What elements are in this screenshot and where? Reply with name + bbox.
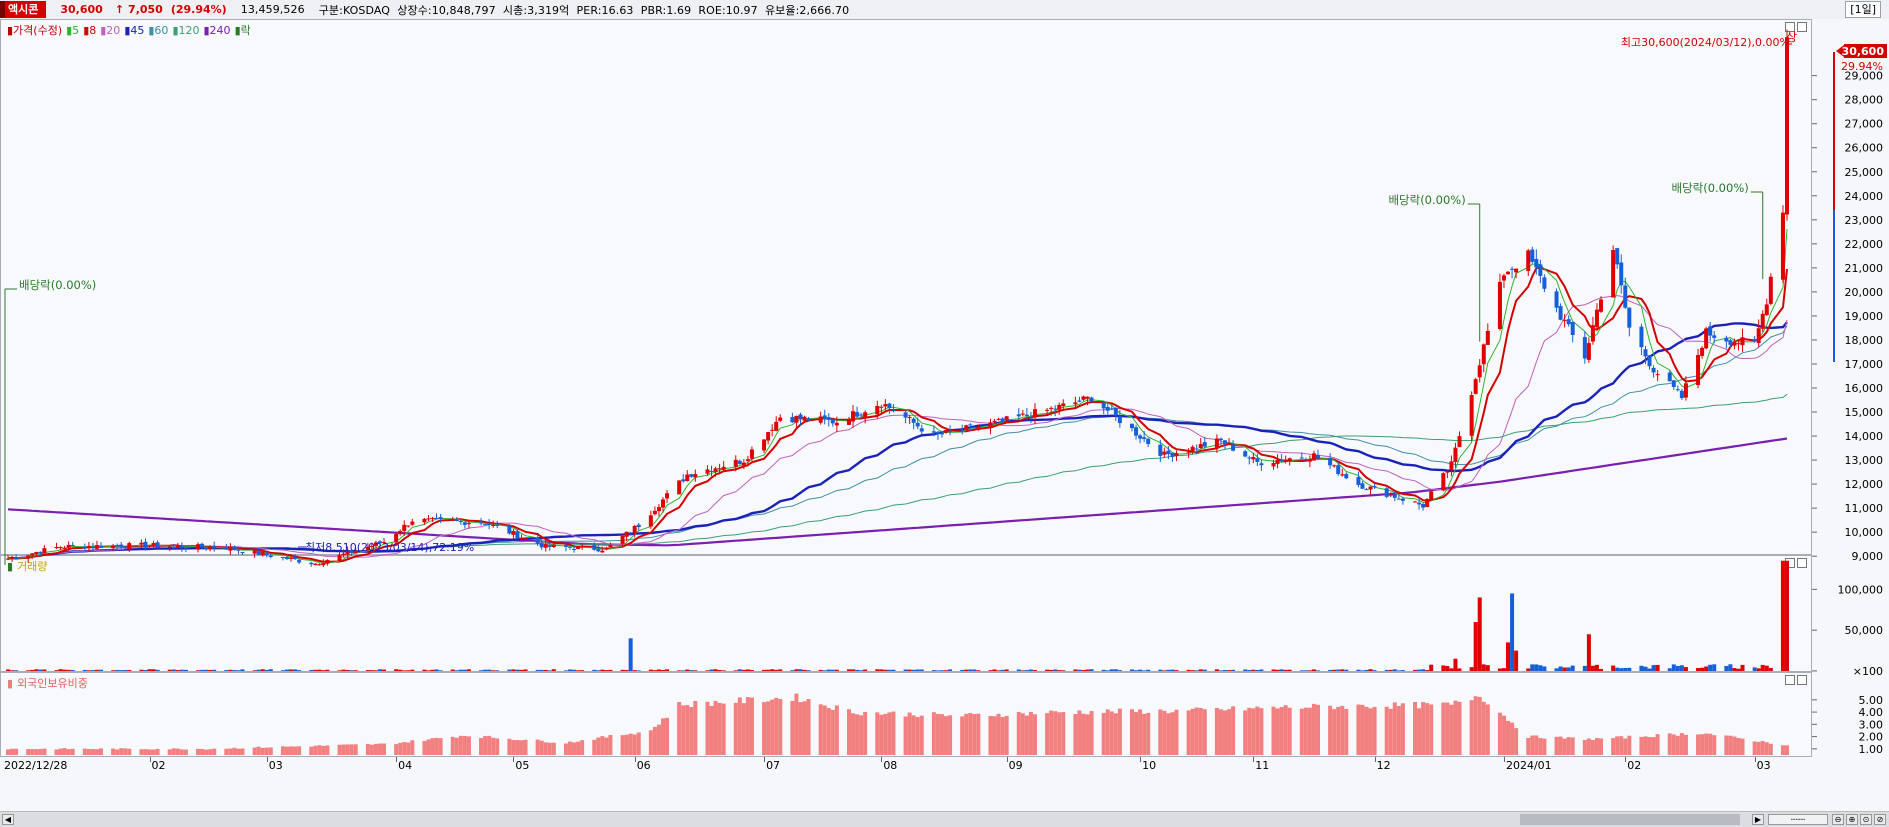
legend-item[interactable]: ▮60: [148, 24, 169, 37]
up-arrow-icon: ↑: [114, 3, 125, 16]
legend-item[interactable]: ▮8: [83, 24, 97, 37]
zoom-fit-icon[interactable]: ⊙: [1860, 814, 1872, 825]
volume-axis: [1812, 555, 1889, 672]
legend-item[interactable]: ▮120: [172, 24, 200, 37]
volume-legend: ▮ 거래량: [7, 560, 48, 573]
date-label: 12: [1376, 759, 1391, 772]
price-pane[interactable]: ▮가격(수정) ▮5 ▮8 ▮20 ▮45 ▮60 ▮120 ▮240 ▮락: [0, 19, 1812, 555]
date-tick: [1625, 757, 1627, 762]
foreign-pane[interactable]: ▮ 외국인보유비중: [0, 672, 1812, 757]
trade-volume: 13,459,526: [240, 3, 305, 16]
zoom-out-icon[interactable]: ⊖: [1832, 814, 1844, 825]
price-change: 7,050: [128, 3, 163, 16]
pane-min-icon[interactable]: [1785, 558, 1795, 568]
pane-close-icon[interactable]: [1797, 558, 1807, 568]
volume-label: 거래량: [17, 560, 48, 573]
legend-item[interactable]: ▮20: [100, 24, 121, 37]
volume-pane-controls: [1785, 558, 1807, 568]
date-tick: [266, 757, 268, 762]
foreign-pane-controls: [1785, 675, 1807, 685]
date-label: 06: [636, 759, 651, 772]
stock-info: 구분:KOSDAQ 상장수:10,848,797 시총:3,319억 PER:1…: [318, 3, 850, 17]
pane-close-icon[interactable]: [1797, 22, 1807, 32]
zoom-slider[interactable]: ┄┄┄: [1768, 814, 1828, 825]
stock-name[interactable]: 액시콘: [0, 1, 47, 18]
date-label: 02: [1627, 759, 1642, 772]
date-label: 02: [151, 759, 166, 772]
date-axis: 2022/12/28 02 03 04 05 06 07 08 09 10 11 12 2024/01 0…: [0, 757, 1812, 773]
quote-header: 액시콘 30,600 ↑ 7,050 (29.94%) 13,459,526 구…: [0, 0, 1889, 20]
date-tick: [1253, 757, 1255, 762]
price-axis: [1812, 19, 1889, 555]
date-label: 10: [1142, 759, 1157, 772]
date-label: 08: [883, 759, 898, 772]
period-selector[interactable]: [1일]: [1845, 1, 1881, 18]
date-label: 05: [515, 759, 530, 772]
volume-pane[interactable]: ▮ 거래량: [0, 555, 1812, 672]
scroll-left-icon[interactable]: ◀: [2, 814, 14, 825]
horizontal-scrollbar[interactable]: ◀ ▶ ┄┄┄ ⊖ ⊕ ⊙ ⊘: [0, 811, 1889, 827]
foreign-label: 외국인보유비중: [17, 677, 88, 690]
legend-item[interactable]: ▮240: [203, 24, 231, 37]
scroll-right-icon[interactable]: ▶: [1752, 814, 1764, 825]
pane-close-icon[interactable]: [1797, 675, 1807, 685]
date-tick: [396, 757, 398, 762]
price-legend: ▮가격(수정) ▮5 ▮8 ▮20 ▮45 ▮60 ▮120 ▮240 ▮락: [7, 22, 255, 38]
date-tick: [513, 757, 515, 762]
date-tick: [764, 757, 766, 762]
legend-item[interactable]: ▮락: [234, 24, 251, 37]
date-label: 09: [1008, 759, 1023, 772]
legend-item[interactable]: ▮5: [66, 24, 80, 37]
date-label: 2022/12/28: [4, 759, 68, 772]
date-label: 03: [268, 759, 283, 772]
date-label: 07: [766, 759, 781, 772]
date-label: 11: [1255, 759, 1270, 772]
legend-item[interactable]: ▮가격(수정): [7, 24, 63, 37]
date-tick: [1754, 757, 1756, 762]
pane-min-icon[interactable]: [1785, 675, 1795, 685]
current-price: 30,600: [60, 3, 103, 16]
date-label: 03: [1756, 759, 1771, 772]
date-tick: [1503, 757, 1505, 762]
date-tick: [149, 757, 151, 762]
legend-item[interactable]: ▮45: [124, 24, 145, 37]
date-tick: [1006, 757, 1008, 762]
price-change-pct: (29.94%): [170, 3, 227, 16]
foreign-axis: [1812, 672, 1889, 757]
date-tick: [1140, 757, 1142, 762]
zoom-reset-icon[interactable]: ⊘: [1874, 814, 1886, 825]
zoom-in-icon[interactable]: ⊕: [1846, 814, 1858, 825]
date-tick: [634, 757, 636, 762]
date-label: 2024/01: [1505, 759, 1552, 772]
foreign-legend: ▮ 외국인보유비중: [7, 677, 88, 690]
date-label: 04: [398, 759, 413, 772]
scroll-thumb[interactable]: [1520, 814, 1740, 825]
pane-min-icon[interactable]: [1785, 22, 1795, 32]
date-tick: [1374, 757, 1376, 762]
date-tick: [881, 757, 883, 762]
pane-controls: [1785, 22, 1807, 32]
